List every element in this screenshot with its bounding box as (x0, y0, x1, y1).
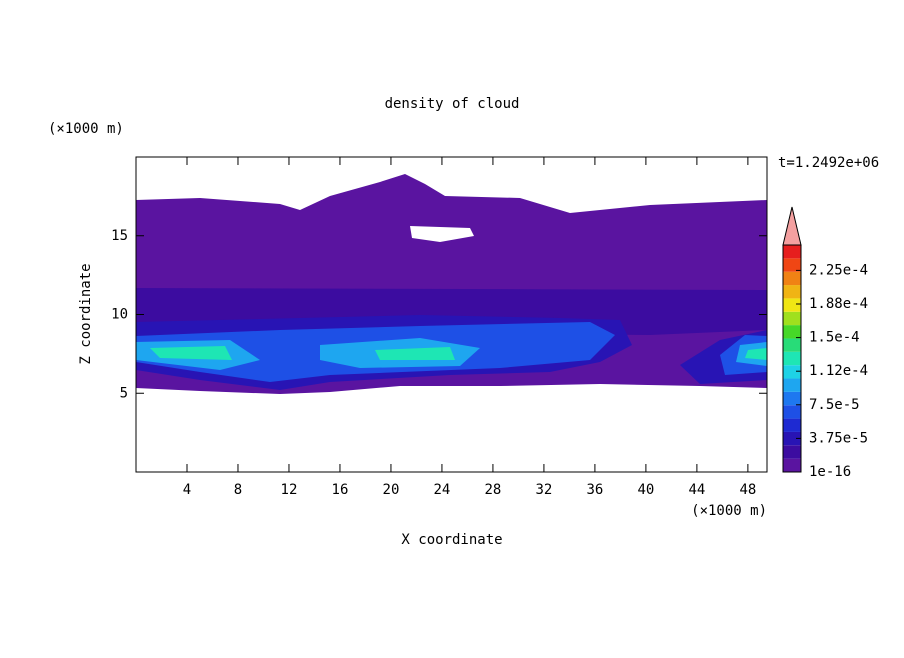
colorbar-swatch (783, 405, 801, 419)
colorbar-label: 1e-16 (809, 464, 851, 480)
colorbar-swatch (783, 311, 801, 326)
y-tick-label: 5 (120, 385, 128, 401)
colorbar-swatch (783, 418, 801, 432)
colorbar-frame (782, 244, 802, 473)
colorbar-swatch (783, 298, 801, 312)
y-tick-label: 15 (111, 228, 128, 244)
contour-region (150, 346, 232, 360)
x-tick-label: 44 (688, 482, 705, 498)
x-tick-label: 16 (332, 482, 349, 498)
x-tick-label: 20 (383, 482, 400, 498)
contour-region (375, 347, 455, 360)
x-label: X coordinate (401, 532, 502, 548)
colorbar-label: 1.12e-4 (809, 363, 868, 379)
colorbar-extend (782, 206, 802, 246)
colorbar-swatch (783, 458, 801, 472)
y-label: Z coordinate (78, 263, 94, 364)
colorbar-label: 2.25e-4 (809, 262, 868, 278)
contour-gap (410, 226, 474, 242)
x-tick-label: 28 (484, 482, 501, 498)
colorbar-swatch (783, 391, 801, 406)
x-tick-label: 24 (434, 482, 451, 498)
chart-title: density of cloud (385, 96, 520, 112)
colorbar-label: 1.88e-4 (809, 296, 868, 312)
x-tick-label: 4 (183, 482, 191, 498)
y-unit: (×1000 m) (48, 121, 124, 137)
colorbar-swatch (783, 285, 801, 299)
contour-region (745, 348, 767, 360)
x-tick-label: 12 (281, 482, 298, 498)
colorbar-swatch (783, 338, 801, 352)
colorbar-swatch (783, 431, 801, 446)
colorbar-label: 1.5e-4 (809, 330, 860, 346)
colorbar-swatch (783, 365, 801, 379)
colorbar-swatch (783, 245, 801, 259)
colorbar-label: 7.5e-5 (809, 397, 860, 413)
colorbar-swatch (783, 271, 801, 286)
x-tick-label: 36 (586, 482, 603, 498)
colorbar-swatch (783, 351, 801, 366)
annotation: t=1.2492e+06 (778, 155, 879, 171)
colorbar-swatch (783, 258, 801, 272)
x-tick-label: 8 (234, 482, 242, 498)
colorbar-swatch (783, 445, 801, 459)
colorbar-swatch (783, 378, 801, 392)
y-tick-label: 10 (111, 307, 128, 323)
x-tick-label: 32 (535, 482, 552, 498)
colorbar-label: 3.75e-5 (809, 430, 868, 446)
x-tick-label: 40 (637, 482, 654, 498)
colorbar-swatch (783, 325, 801, 339)
x-tick-label: 48 (739, 482, 756, 498)
x-unit: (×1000 m) (691, 503, 767, 519)
